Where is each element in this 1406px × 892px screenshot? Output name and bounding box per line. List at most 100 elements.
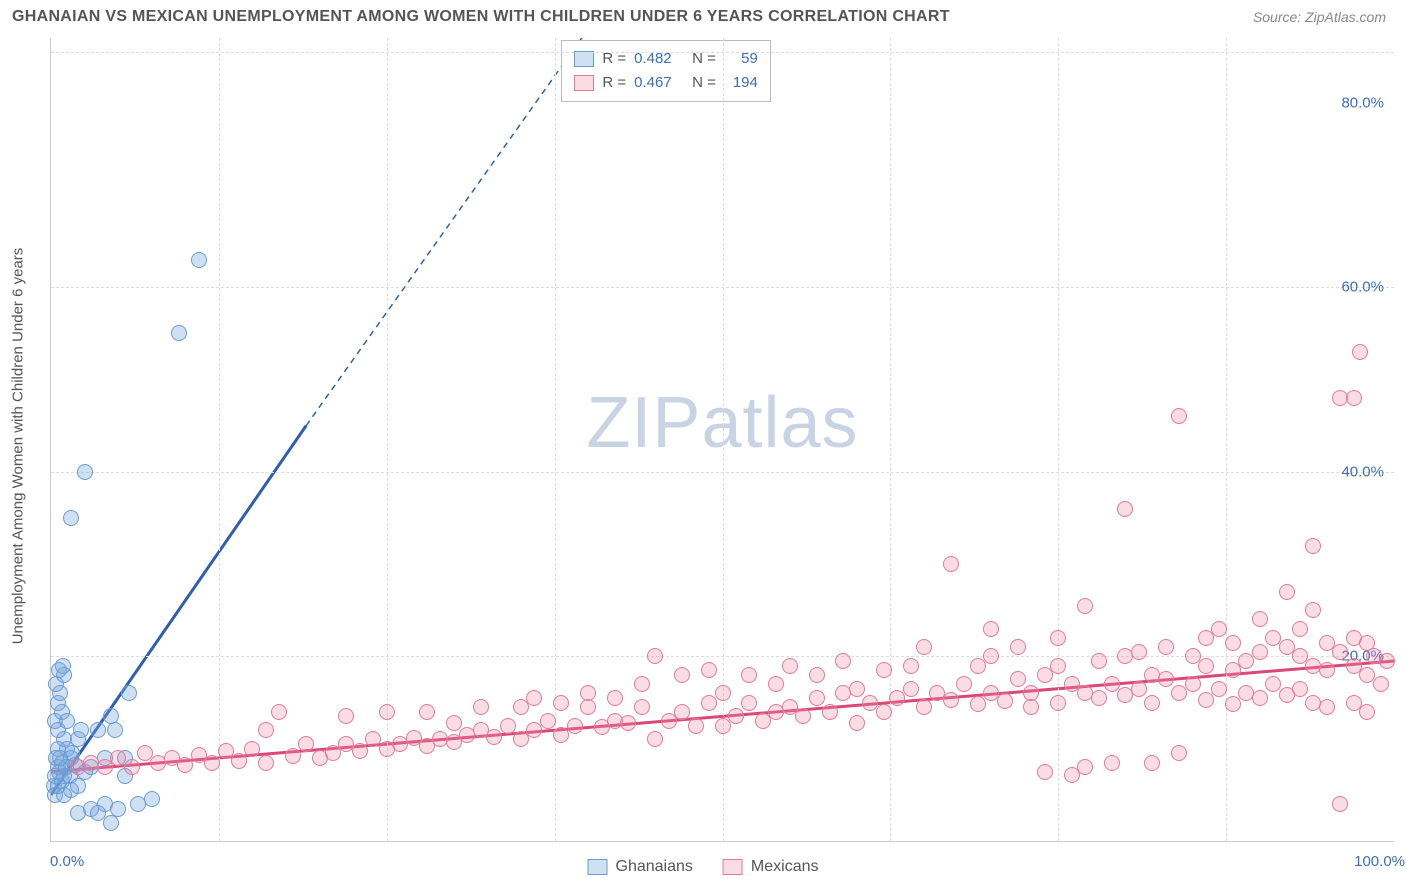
- data-point-mexicans: [352, 743, 368, 759]
- n-label: N =: [692, 71, 716, 95]
- data-point-mexicans: [674, 704, 690, 720]
- data-point-mexicans: [835, 653, 851, 669]
- data-point-mexicans: [1171, 745, 1187, 761]
- legend-item-ghanaians: Ghanaians: [588, 858, 693, 876]
- data-point-mexicans: [956, 676, 972, 692]
- data-point-mexicans: [1352, 344, 1368, 360]
- data-point-ghanaians: [191, 252, 207, 268]
- legend-swatch-ghanaians: [574, 51, 594, 67]
- data-point-mexicans: [1023, 685, 1039, 701]
- series-legend: Ghanaians Mexicans: [588, 858, 819, 876]
- watermark-suffix: atlas: [701, 383, 858, 463]
- data-point-mexicans: [1091, 690, 1107, 706]
- data-point-mexicans: [916, 639, 932, 655]
- data-point-mexicans: [580, 685, 596, 701]
- data-point-mexicans: [1010, 671, 1026, 687]
- data-point-mexicans: [1117, 501, 1133, 517]
- data-point-mexicans: [298, 736, 314, 752]
- gridline-v: [219, 38, 220, 841]
- data-point-mexicans: [1144, 755, 1160, 771]
- data-point-mexicans: [634, 676, 650, 692]
- data-point-mexicans: [943, 692, 959, 708]
- data-point-mexicans: [473, 699, 489, 715]
- data-point-ghanaians: [144, 791, 160, 807]
- data-point-mexicans: [446, 715, 462, 731]
- data-point-mexicans: [849, 681, 865, 697]
- data-point-mexicans: [1265, 676, 1281, 692]
- data-point-mexicans: [1211, 681, 1227, 697]
- data-point-mexicans: [204, 755, 220, 771]
- y-axis-label: Unemployment Among Women with Children U…: [10, 248, 27, 645]
- data-point-mexicans: [1319, 662, 1335, 678]
- legend-item-mexicans: Mexicans: [723, 858, 819, 876]
- data-point-mexicans: [526, 690, 542, 706]
- data-point-mexicans: [1010, 639, 1026, 655]
- data-point-mexicans: [1373, 676, 1389, 692]
- legend-label-ghanaians: Ghanaians: [616, 858, 693, 876]
- data-point-mexicans: [1252, 611, 1268, 627]
- gridline-v: [1226, 38, 1227, 841]
- data-point-mexicans: [728, 708, 744, 724]
- data-point-mexicans: [271, 704, 287, 720]
- n-value-mexicans: 194: [724, 71, 758, 95]
- data-point-mexicans: [567, 718, 583, 734]
- legend-swatch-mexicans: [574, 75, 594, 91]
- data-point-mexicans: [1292, 681, 1308, 697]
- r-label: R =: [602, 47, 626, 71]
- data-point-mexicans: [849, 715, 865, 731]
- gridline-v: [890, 38, 891, 841]
- data-point-mexicans: [1144, 695, 1160, 711]
- data-point-mexicans: [903, 658, 919, 674]
- n-value-ghanaians: 59: [724, 47, 758, 71]
- legend-row-mexicans: R = 0.467 N = 194: [574, 71, 758, 95]
- data-point-mexicans: [1104, 755, 1120, 771]
- data-point-mexicans: [258, 755, 274, 771]
- data-point-mexicans: [124, 759, 140, 775]
- source-attribution: Source: ZipAtlas.com: [1253, 9, 1386, 25]
- data-point-mexicans: [540, 713, 556, 729]
- data-point-mexicans: [1359, 704, 1375, 720]
- data-point-mexicans: [1037, 764, 1053, 780]
- x-tick-label: 100.0%: [1354, 853, 1405, 870]
- data-point-ghanaians: [121, 685, 137, 701]
- data-point-mexicans: [674, 667, 690, 683]
- scatter-chart: ZIPatlas R =0.482N =59R =0.467N =194 20.…: [50, 38, 1394, 842]
- data-point-ghanaians: [70, 778, 86, 794]
- data-point-ghanaians: [52, 750, 68, 766]
- n-label: N =: [692, 47, 716, 71]
- data-point-mexicans: [338, 708, 354, 724]
- data-point-mexicans: [1379, 653, 1395, 669]
- data-point-mexicans: [822, 704, 838, 720]
- data-point-mexicans: [715, 685, 731, 701]
- data-point-mexicans: [1104, 676, 1120, 692]
- data-point-ghanaians: [171, 325, 187, 341]
- data-point-mexicans: [943, 556, 959, 572]
- data-point-mexicans: [1077, 598, 1093, 614]
- data-point-mexicans: [809, 667, 825, 683]
- data-point-mexicans: [1332, 644, 1348, 660]
- r-label: R =: [602, 71, 626, 95]
- data-point-mexicans: [1171, 408, 1187, 424]
- data-point-ghanaians: [103, 815, 119, 831]
- data-point-mexicans: [419, 704, 435, 720]
- data-point-ghanaians: [90, 722, 106, 738]
- data-point-mexicans: [285, 748, 301, 764]
- data-point-mexicans: [1305, 602, 1321, 618]
- data-point-mexicans: [1077, 759, 1093, 775]
- r-value-mexicans: 0.467: [634, 71, 684, 95]
- data-point-mexicans: [1225, 635, 1241, 651]
- y-tick-label: 40.0%: [1341, 463, 1384, 480]
- gridline-v: [387, 38, 388, 841]
- data-point-mexicans: [1091, 653, 1107, 669]
- data-point-mexicans: [231, 753, 247, 769]
- data-point-mexicans: [258, 722, 274, 738]
- data-point-mexicans: [768, 676, 784, 692]
- data-point-mexicans: [486, 729, 502, 745]
- data-point-mexicans: [1131, 681, 1147, 697]
- data-point-mexicans: [634, 699, 650, 715]
- data-point-mexicans: [500, 718, 516, 734]
- data-point-mexicans: [1050, 695, 1066, 711]
- data-point-mexicans: [997, 693, 1013, 709]
- data-point-mexicans: [1198, 658, 1214, 674]
- data-point-mexicans: [620, 715, 636, 731]
